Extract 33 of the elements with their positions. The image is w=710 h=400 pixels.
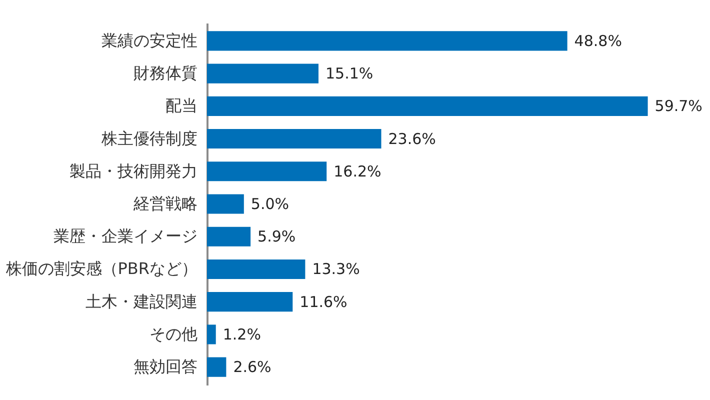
- y-tick-label: その他: [150, 324, 198, 344]
- bar: [207, 128, 382, 149]
- y-tick-label: 株価の割安感（PBRなど）: [4, 259, 198, 278]
- y-tick-label: 株主優待制度: [100, 128, 198, 148]
- y-tick-label: 製品・技術開発力: [70, 161, 198, 180]
- data-label: 15.1%: [325, 64, 374, 83]
- y-tick-label: 配当: [166, 96, 198, 116]
- y-tick-label: 無効回答: [134, 357, 198, 376]
- y-tick-label: 業歴・企業イメージ: [54, 226, 198, 246]
- data-label: 1.2%: [222, 325, 261, 344]
- data-label: 59.7%: [654, 97, 702, 116]
- bar: [207, 292, 293, 312]
- bar: [207, 162, 327, 182]
- data-label: 11.6%: [300, 292, 348, 311]
- data-label: 16.2%: [334, 162, 382, 180]
- y-tick-label: 財務体質: [134, 64, 198, 83]
- bar: [207, 357, 226, 377]
- data-label: 48.8%: [574, 32, 622, 50]
- bar: [207, 96, 648, 116]
- data-label: 13.3%: [312, 260, 360, 278]
- data-label: 23.6%: [388, 130, 436, 148]
- data-label: 5.9%: [258, 228, 296, 246]
- y-tick-label: 土木・建設関連: [86, 292, 198, 311]
- data-label: 2.6%: [233, 358, 272, 376]
- data-label: 5.0%: [250, 195, 290, 213]
- bar: [207, 324, 216, 344]
- bar: [207, 259, 306, 280]
- y-tick-label: 業績の安定性: [102, 30, 198, 50]
- bar: [207, 226, 251, 246]
- y-tick-label: 経営戦略: [132, 194, 198, 213]
- bar: [207, 31, 568, 51]
- bar: [207, 194, 244, 214]
- bar: [207, 64, 318, 84]
